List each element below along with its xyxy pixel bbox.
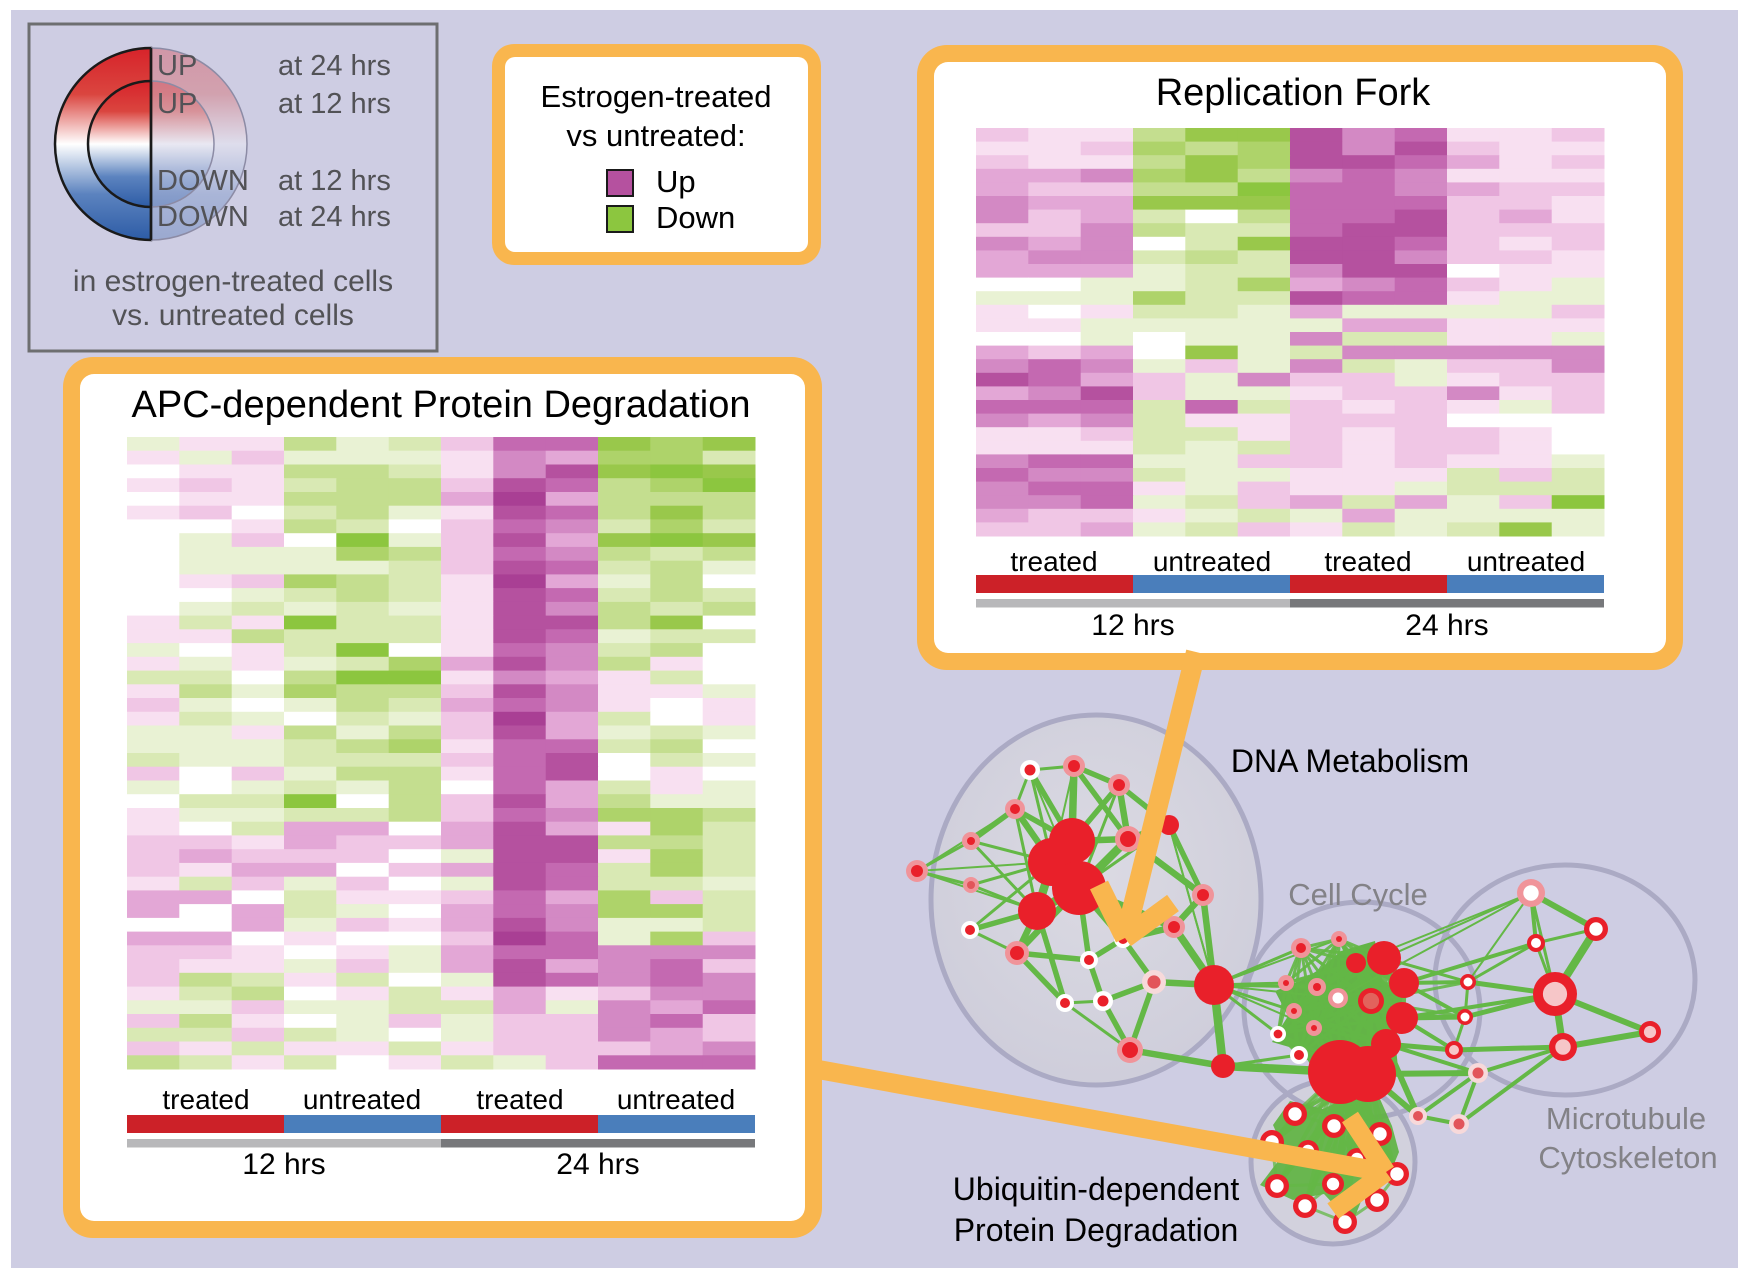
svg-text:12 hrs: 12 hrs	[242, 1148, 325, 1181]
svg-text:Ubiquitin-dependent: Ubiquitin-dependent	[953, 1171, 1240, 1207]
svg-text:untreated: untreated	[303, 1084, 421, 1115]
svg-text:untreated: untreated	[1153, 546, 1271, 577]
svg-text:Estrogen-treated: Estrogen-treated	[541, 79, 772, 114]
svg-text:treated: treated	[1010, 546, 1097, 577]
svg-text:12 hrs: 12 hrs	[1091, 609, 1174, 642]
svg-text:Up: Up	[656, 164, 696, 199]
svg-text:at 24 hrs: at 24 hrs	[278, 50, 391, 82]
svg-text:DOWN: DOWN	[157, 165, 249, 197]
svg-text:Replication Fork: Replication Fork	[1156, 72, 1432, 114]
svg-text:at 12 hrs: at 12 hrs	[278, 165, 391, 197]
svg-text:24 hrs: 24 hrs	[556, 1148, 639, 1181]
svg-text:Down: Down	[656, 200, 735, 235]
svg-text:24 hrs: 24 hrs	[1405, 609, 1488, 642]
svg-text:at 12 hrs: at 12 hrs	[278, 88, 391, 120]
svg-text:APC-dependent Protein Degradat: APC-dependent Protein Degradation	[132, 384, 751, 426]
svg-text:DNA Metabolism: DNA Metabolism	[1231, 743, 1469, 779]
svg-text:vs. untreated cells: vs. untreated cells	[112, 299, 354, 332]
svg-text:UP: UP	[157, 50, 197, 82]
svg-text:Protein Degradation: Protein Degradation	[954, 1212, 1239, 1248]
svg-text:untreated: untreated	[1467, 546, 1585, 577]
svg-text:DOWN: DOWN	[157, 201, 249, 233]
svg-text:in estrogen-treated cells: in estrogen-treated cells	[73, 265, 393, 298]
svg-text:untreated: untreated	[617, 1084, 735, 1115]
svg-text:treated: treated	[1324, 546, 1411, 577]
svg-text:UP: UP	[157, 88, 197, 120]
svg-text:Cytoskeleton: Cytoskeleton	[1538, 1140, 1717, 1175]
svg-text:Cell Cycle: Cell Cycle	[1288, 877, 1428, 912]
svg-text:treated: treated	[476, 1084, 563, 1115]
svg-text:treated: treated	[162, 1084, 249, 1115]
svg-text:at 24 hrs: at 24 hrs	[278, 201, 391, 233]
svg-text:vs untreated:: vs untreated:	[566, 118, 745, 153]
svg-text:Microtubule: Microtubule	[1546, 1101, 1706, 1136]
